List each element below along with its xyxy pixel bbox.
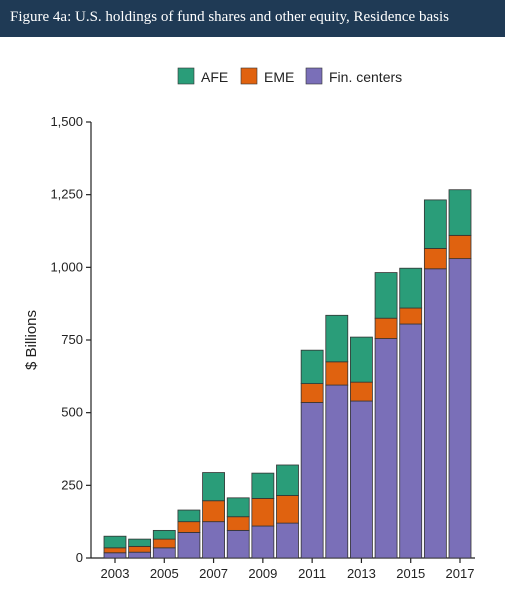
x-tick-label: 2007 [199, 566, 228, 581]
bar-segment-afe-2006 [177, 509, 201, 523]
bar-segment-eme-2011 [300, 383, 324, 403]
bar-segment-afe-2012 [325, 314, 349, 363]
bar-segment-fin-centers-2012 [325, 384, 349, 559]
legend-label-fin-centers: Fin. centers [329, 69, 402, 85]
bar-segment-fin-centers-2005 [152, 547, 176, 559]
bar-segment-eme-2008 [226, 516, 250, 531]
legend-label-afe: AFE [201, 69, 228, 85]
x-tick-label: 2011 [298, 566, 326, 581]
x-tick-label: 2013 [347, 566, 376, 581]
y-tick-label: 250 [61, 477, 83, 492]
bar-segment-eme-2003 [103, 547, 127, 554]
bar-segment-fin-centers-2015 [399, 323, 423, 559]
bar-segment-afe-2014 [374, 272, 398, 319]
bar-segment-afe-2011 [300, 349, 324, 385]
bar-segment-afe-2016 [423, 199, 447, 249]
x-tick-label: 2003 [101, 566, 130, 581]
bar-segment-eme-2009 [251, 498, 275, 527]
bar-segment-fin-centers-2004 [128, 551, 152, 559]
legend-swatch-afe [177, 67, 195, 85]
bar-segment-eme-2015 [399, 307, 423, 325]
bar-segment-afe-2003 [103, 535, 127, 549]
y-axis-title: $ Billions [23, 310, 40, 370]
bar-segment-fin-centers-2006 [177, 532, 201, 559]
y-axis: 0 250 500 750 1,000 1,250 1,500 [50, 114, 92, 565]
bar-segment-fin-centers-2014 [374, 338, 398, 559]
x-axis: 2003 2005 2007 2009 2011 2013 2015 2017 [91, 557, 475, 581]
bar-segment-eme-2004 [128, 545, 152, 553]
bar-segment-fin-centers-2017 [448, 258, 472, 559]
bar-segment-eme-2016 [423, 248, 447, 270]
bar-segment-eme-2013 [350, 381, 373, 402]
y-tick-label: 1,250 [50, 187, 83, 202]
bar-segment-afe-2008 [226, 497, 250, 518]
bar-segment-eme-2017 [448, 234, 472, 260]
bar-segment-afe-2009 [251, 472, 275, 499]
bar-segment-fin-centers-2008 [226, 529, 250, 559]
bar-segment-afe-2005 [152, 529, 176, 540]
bar-segment-afe-2010 [276, 464, 299, 496]
bar-segment-fin-centers-2010 [276, 522, 299, 559]
bar-segment-fin-centers-2011 [300, 402, 324, 559]
bars [103, 189, 472, 559]
bar-segment-eme-2007 [202, 500, 225, 523]
x-tick-label: 2015 [396, 566, 425, 581]
y-tick-label: 500 [61, 405, 83, 420]
x-tick-label: 2009 [248, 566, 277, 581]
bar-segment-eme-2005 [152, 538, 176, 549]
bar-segment-fin-centers-2016 [423, 268, 447, 559]
legend-label-eme: EME [264, 69, 294, 85]
bar-segment-afe-2013 [350, 336, 373, 383]
bar-segment-afe-2007 [202, 472, 225, 502]
x-tick-label: 2005 [150, 566, 179, 581]
bar-segment-fin-centers-2013 [350, 400, 373, 559]
y-tick-label: 1,500 [50, 114, 83, 129]
y-tick-label: 1,000 [50, 259, 83, 274]
x-tick-label: 2017 [446, 566, 475, 581]
y-tick-label: 750 [61, 332, 83, 347]
legend-swatch-fin-centers [305, 67, 323, 85]
bar-segment-eme-2014 [374, 317, 398, 339]
legend: AFE EME Fin. centers [177, 67, 402, 85]
bar-segment-afe-2004 [128, 538, 152, 547]
bar-segment-fin-centers-2009 [251, 525, 275, 559]
legend-swatch-eme [240, 67, 258, 85]
bar-segment-fin-centers-2007 [202, 521, 225, 559]
bar-segment-eme-2012 [325, 361, 349, 386]
figure-title: Figure 4a: U.S. holdings of fund shares … [10, 9, 449, 25]
stacked-bar-chart: AFE EME Fin. centers $ Billions 0 250 500 750… [23, 67, 475, 581]
bar-segment-afe-2015 [399, 267, 423, 309]
bar-segment-fin-centers-2003 [103, 552, 127, 559]
figure-title-bar: Figure 4a: U.S. holdings of fund shares … [0, 0, 505, 37]
bar-segment-eme-2006 [177, 521, 201, 533]
y-tick-label: 0 [76, 550, 83, 565]
bar-segment-afe-2017 [448, 189, 472, 236]
bar-segment-eme-2010 [276, 495, 299, 524]
